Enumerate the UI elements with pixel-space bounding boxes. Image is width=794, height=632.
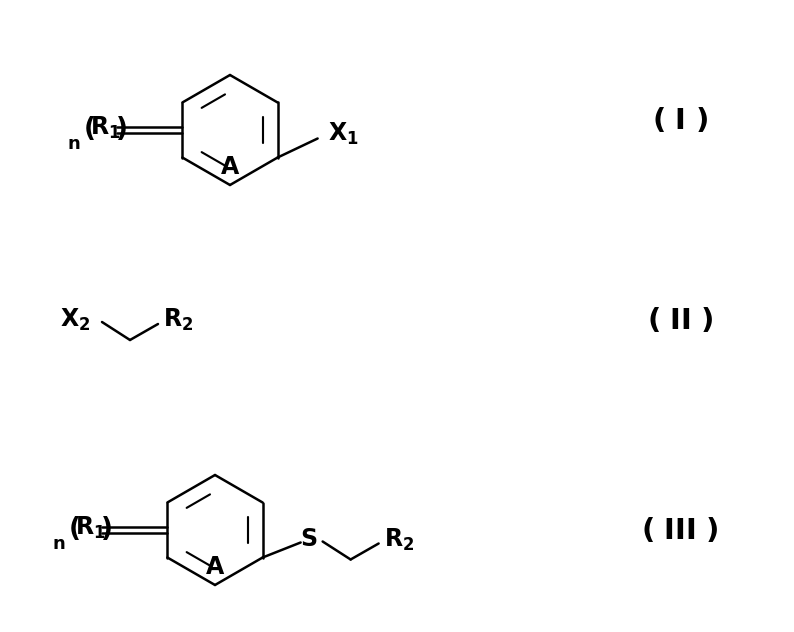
Text: $\bf{S}$: $\bf{S}$ (300, 528, 318, 552)
Text: $\bf{( \ I \ )}$: $\bf{( \ I \ )}$ (652, 106, 708, 135)
Text: $\bf{)}$: $\bf{)}$ (101, 514, 112, 542)
Text: $\bf{R_1}$: $\bf{R_1}$ (90, 115, 121, 141)
Text: $\bf{R_2}$: $\bf{R_2}$ (384, 526, 414, 552)
Text: $\bf{X_2}$: $\bf{X_2}$ (60, 307, 91, 333)
Text: $\bf{(}$: $\bf{(}$ (68, 514, 80, 542)
Text: $\bf{X_1}$: $\bf{X_1}$ (328, 121, 358, 147)
Text: $\bf{A}$: $\bf{A}$ (205, 555, 225, 579)
Text: $\bf{R_1}$: $\bf{R_1}$ (75, 515, 106, 541)
Text: $\bf{R_2}$: $\bf{R_2}$ (163, 307, 194, 333)
Text: $\bf{( \ III \ )}$: $\bf{( \ III \ )}$ (642, 516, 719, 545)
Text: $\bf{( \ II \ )}$: $\bf{( \ II \ )}$ (646, 305, 713, 334)
Text: $\bf{n}$: $\bf{n}$ (52, 535, 65, 553)
Text: $\bf{(}$: $\bf{(}$ (83, 114, 95, 142)
Text: $\bf{n}$: $\bf{n}$ (67, 135, 80, 153)
Text: $\bf{)}$: $\bf{)}$ (115, 114, 127, 142)
Text: $\bf{A}$: $\bf{A}$ (220, 155, 240, 179)
